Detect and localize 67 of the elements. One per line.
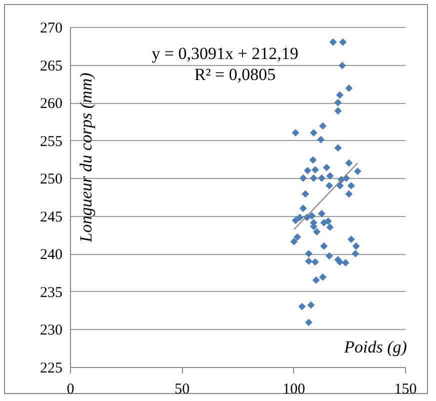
point xyxy=(342,259,350,266)
point xyxy=(318,210,326,218)
annotation: R² = 0,0805 xyxy=(194,65,276,84)
point xyxy=(324,217,332,225)
y-tick-label: 270 xyxy=(40,20,62,36)
point xyxy=(290,238,298,246)
x-tick-label: 50 xyxy=(174,382,190,398)
point xyxy=(334,107,342,115)
point xyxy=(339,38,347,46)
y-tick-label: 260 xyxy=(40,96,62,112)
y-tick-label: 225 xyxy=(40,360,62,376)
point xyxy=(309,156,317,164)
point xyxy=(347,182,355,190)
point xyxy=(305,250,312,258)
point xyxy=(322,164,330,172)
point xyxy=(292,129,300,136)
point xyxy=(307,301,315,309)
annotation: y = 0,3091x + 212,19 xyxy=(152,44,298,63)
point xyxy=(354,168,362,176)
point xyxy=(302,190,310,198)
y-tick-label: 245 xyxy=(40,209,62,226)
point xyxy=(298,302,306,310)
x-tick-label: 100 xyxy=(282,382,306,398)
point xyxy=(352,250,360,258)
point xyxy=(345,190,353,198)
x-tick-label: 0 xyxy=(66,382,74,398)
point xyxy=(334,144,342,152)
y-tick-label: 235 xyxy=(40,284,62,301)
y-tick-label: 255 xyxy=(40,134,62,150)
point xyxy=(299,204,307,212)
point xyxy=(318,174,326,182)
point xyxy=(345,84,353,92)
point xyxy=(312,166,319,174)
point xyxy=(320,242,328,250)
point xyxy=(305,318,312,326)
y-tick-label: 230 xyxy=(40,322,62,339)
point xyxy=(313,228,320,236)
point xyxy=(312,276,320,284)
point xyxy=(319,122,327,130)
point xyxy=(326,182,333,190)
y-tick-label: 250 xyxy=(40,172,62,188)
point xyxy=(326,224,334,231)
y-axis-title: Longueur du corps (mm) xyxy=(76,72,96,244)
point xyxy=(329,38,337,46)
point xyxy=(308,212,316,220)
point xyxy=(347,236,355,244)
point xyxy=(304,166,312,174)
y-tick-label: 240 xyxy=(40,247,62,264)
point xyxy=(319,273,327,281)
point xyxy=(312,258,319,266)
point xyxy=(310,129,318,136)
point xyxy=(326,252,333,260)
point xyxy=(326,172,334,180)
point xyxy=(317,136,325,144)
point xyxy=(305,258,312,265)
point xyxy=(292,216,300,224)
point xyxy=(299,174,307,182)
y-tick-label: 265 xyxy=(40,58,62,74)
point xyxy=(336,182,344,190)
x-axis-title: Poids (g) xyxy=(343,338,408,356)
point xyxy=(352,242,360,250)
x-tick-label: 150 xyxy=(394,382,417,398)
point xyxy=(334,98,342,106)
point xyxy=(296,214,304,222)
point xyxy=(294,233,302,241)
point xyxy=(310,174,318,182)
point xyxy=(345,159,353,167)
